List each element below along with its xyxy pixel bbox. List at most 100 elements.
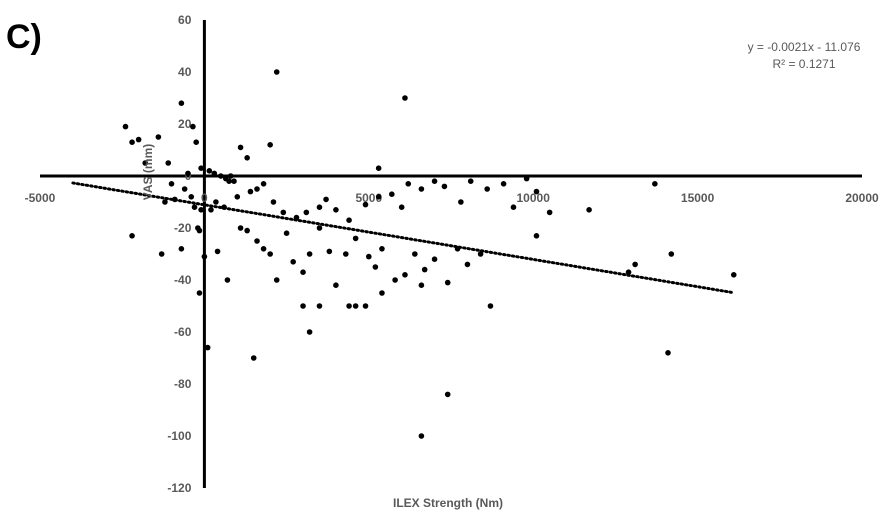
data-point xyxy=(632,261,638,268)
data-point xyxy=(431,178,438,184)
data-point xyxy=(290,259,296,265)
y-tick-label: -20 xyxy=(174,221,192,235)
data-point xyxy=(405,181,412,187)
data-point xyxy=(444,391,451,398)
x-axis-title: ILEX Strength (Nm) xyxy=(393,496,503,510)
data-point xyxy=(362,201,369,208)
data-point xyxy=(218,173,224,179)
data-point xyxy=(129,139,135,145)
x-tick-labels: -5000 0 5000 10000 15000 20000 xyxy=(25,191,879,205)
data-point xyxy=(523,175,530,182)
data-point xyxy=(665,350,671,356)
data-point xyxy=(213,199,219,205)
data-point xyxy=(316,303,323,309)
data-point xyxy=(500,181,507,187)
data-point xyxy=(326,248,333,255)
x-tick-label: 0 xyxy=(201,191,208,205)
data-point xyxy=(362,303,369,309)
data-point xyxy=(477,251,484,257)
data-point xyxy=(352,235,359,242)
data-point xyxy=(244,155,250,161)
data-point xyxy=(316,204,323,210)
data-point xyxy=(250,355,257,361)
data-point xyxy=(237,144,244,151)
data-point xyxy=(273,69,280,75)
data-point xyxy=(196,227,203,234)
y-tick-label: -40 xyxy=(174,273,192,287)
data-point xyxy=(306,329,313,335)
data-point xyxy=(178,100,185,106)
data-point xyxy=(375,165,382,171)
y-axis-title: VAS (mm) xyxy=(141,144,155,200)
data-point xyxy=(352,303,359,309)
data-point xyxy=(412,251,418,257)
data-point xyxy=(214,248,221,255)
data-point xyxy=(293,214,300,221)
data-point xyxy=(730,272,737,278)
data-point xyxy=(300,269,306,276)
data-point xyxy=(652,181,658,187)
data-point xyxy=(231,178,237,184)
data-point xyxy=(224,277,231,283)
data-point xyxy=(402,272,408,278)
data-point xyxy=(668,251,675,257)
data-point xyxy=(418,433,425,439)
data-point xyxy=(172,196,178,203)
data-point xyxy=(379,246,385,252)
data-point xyxy=(458,199,464,205)
data-point xyxy=(204,344,211,351)
data-point xyxy=(198,165,204,171)
data-point xyxy=(464,261,471,268)
x-tick-label: 15000 xyxy=(681,191,715,205)
data-point xyxy=(421,266,428,273)
trendline xyxy=(71,181,736,295)
data-point xyxy=(168,181,175,187)
data-point xyxy=(254,186,260,192)
data-point xyxy=(346,217,352,223)
data-point xyxy=(273,277,280,283)
data-point xyxy=(135,136,142,143)
data-point xyxy=(178,246,185,252)
data-point xyxy=(260,246,267,252)
data-point xyxy=(441,183,448,190)
data-point xyxy=(484,186,490,192)
y-tick-label: -120 xyxy=(167,481,191,495)
data-point xyxy=(398,204,405,210)
data-point xyxy=(155,134,162,140)
data-point xyxy=(333,282,339,289)
data-point xyxy=(260,181,267,187)
data-point xyxy=(280,209,287,216)
data-point xyxy=(244,227,250,234)
data-point xyxy=(142,160,149,166)
y-tick-label: 20 xyxy=(178,117,192,131)
data-point xyxy=(158,251,165,257)
data-point xyxy=(372,264,379,270)
data-point xyxy=(270,199,277,205)
x-tick-label: 20000 xyxy=(845,191,879,205)
data-point xyxy=(201,253,208,260)
data-point xyxy=(510,204,517,210)
data-point xyxy=(190,123,196,130)
data-point xyxy=(185,170,191,177)
data-point xyxy=(306,251,313,257)
data-point xyxy=(402,95,408,101)
data-point xyxy=(586,207,592,213)
data-point xyxy=(129,233,135,239)
data-point xyxy=(342,251,349,257)
y-tick-labels: -120-100-80-60-40-200204060 xyxy=(167,13,191,495)
y-tick-label: -100 xyxy=(167,429,191,443)
data-point xyxy=(418,186,425,192)
panel-label: C) xyxy=(6,18,42,56)
data-point xyxy=(267,142,273,148)
data-point xyxy=(533,188,540,195)
data-point xyxy=(366,253,372,260)
data-point xyxy=(389,191,395,197)
data-point xyxy=(346,303,352,309)
data-point xyxy=(375,194,382,200)
data-point xyxy=(191,204,198,210)
data-point xyxy=(122,123,129,130)
data-point xyxy=(221,204,227,210)
trendline-r-squared: R² = 0.1271 xyxy=(772,57,835,71)
y-tick-label: -60 xyxy=(174,325,192,339)
